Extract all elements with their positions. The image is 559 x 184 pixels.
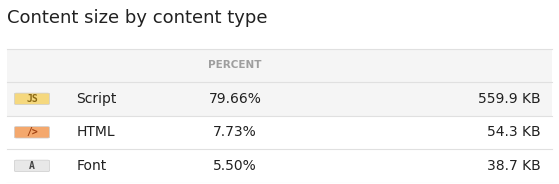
Text: 38.7 KB: 38.7 KB — [487, 159, 541, 173]
Text: PERCENT: PERCENT — [209, 60, 262, 70]
Bar — [7, 49, 552, 82]
Text: 7.73%: 7.73% — [213, 125, 257, 139]
FancyBboxPatch shape — [15, 93, 50, 105]
Text: 79.66%: 79.66% — [209, 92, 262, 106]
Text: JS: JS — [26, 94, 38, 104]
Text: 54.3 KB: 54.3 KB — [487, 125, 541, 139]
FancyBboxPatch shape — [15, 160, 50, 171]
Text: 5.50%: 5.50% — [213, 159, 257, 173]
Text: 559.9 KB: 559.9 KB — [479, 92, 541, 106]
Bar — [7, 82, 552, 116]
Text: Content size by content type: Content size by content type — [7, 9, 267, 27]
Text: A: A — [29, 161, 35, 171]
Text: Font: Font — [77, 159, 107, 173]
Text: />: /> — [26, 127, 38, 137]
Text: Script: Script — [77, 92, 117, 106]
Text: HTML: HTML — [77, 125, 115, 139]
FancyBboxPatch shape — [15, 127, 50, 138]
